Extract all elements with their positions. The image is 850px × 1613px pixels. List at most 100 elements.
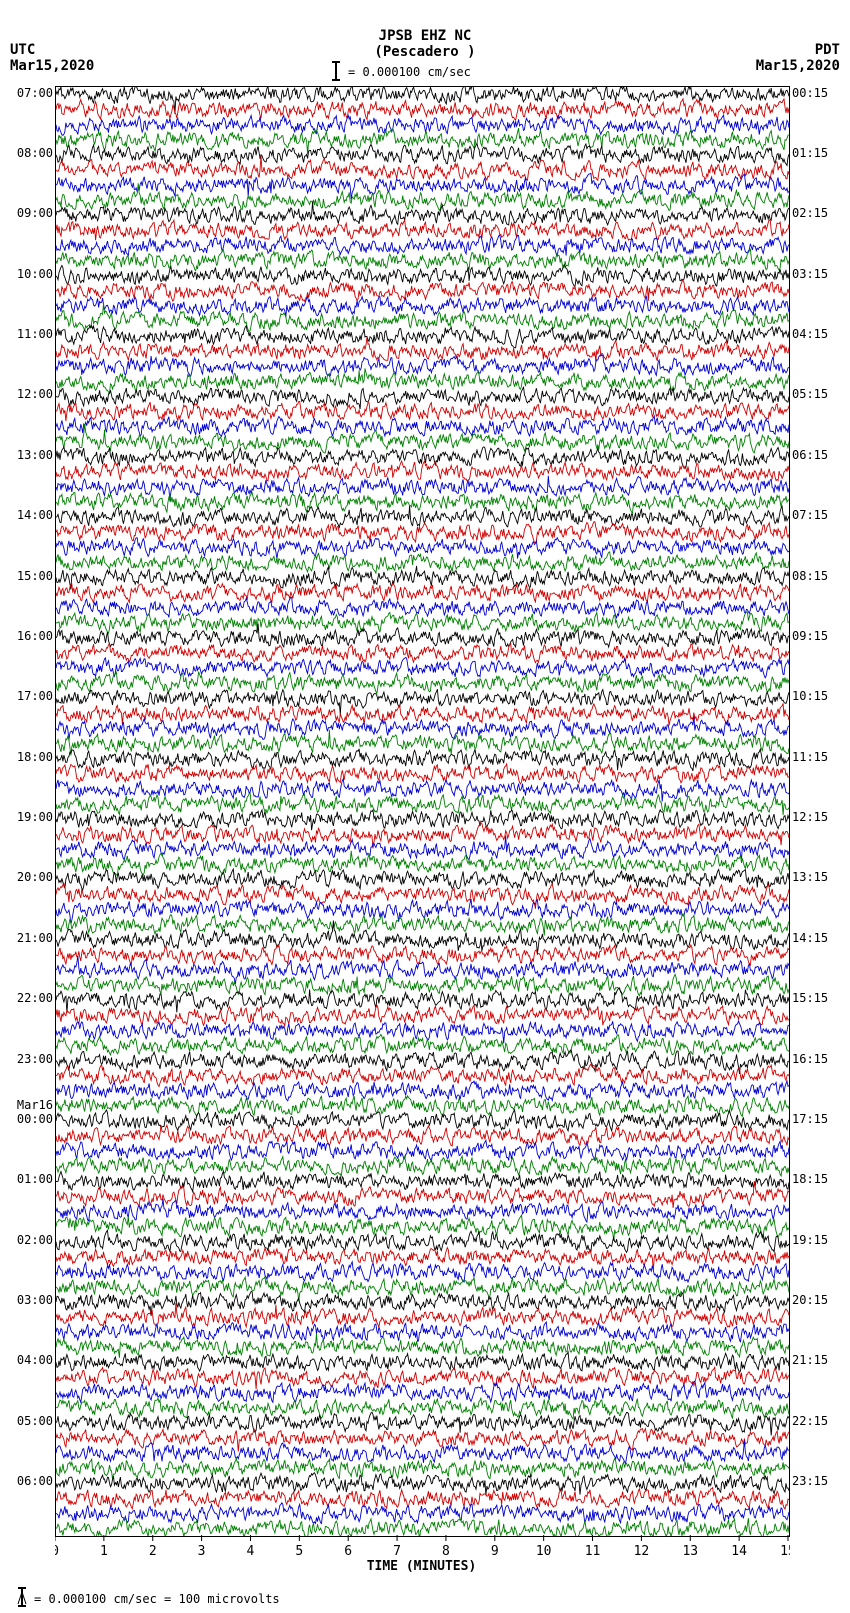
- seismic-trace: [56, 1503, 789, 1524]
- seismic-trace: [56, 836, 789, 860]
- seismic-trace: [56, 416, 789, 437]
- seismic-trace: [56, 144, 789, 166]
- utc-time-label: 20:00: [17, 870, 53, 884]
- utc-time-label: 01:00: [17, 1172, 53, 1186]
- seismic-trace: [56, 583, 789, 603]
- x-tick-label: 5: [295, 1544, 303, 1559]
- seismic-trace: [56, 1034, 789, 1055]
- seismic-trace: [56, 1322, 789, 1342]
- seismic-trace: [56, 749, 789, 771]
- pdt-time-label: 04:15: [792, 327, 828, 341]
- pdt-time-label: 11:15: [792, 750, 828, 764]
- seismic-trace: [56, 220, 789, 241]
- seismic-trace: [56, 1367, 789, 1389]
- seismogram-plot: [55, 86, 790, 1537]
- utc-time-label: 23:00: [17, 1052, 53, 1066]
- utc-time-label: 13:00: [17, 448, 53, 462]
- pdt-time-label: 01:15: [792, 146, 828, 160]
- utc-time-label: 21:00: [17, 931, 53, 945]
- seismic-trace: [56, 657, 789, 677]
- x-tick-label: 15: [780, 1544, 790, 1559]
- seismic-trace: [56, 1081, 789, 1101]
- scale-text: = 0.000100 cm/sec: [348, 65, 471, 79]
- seismic-trace: [56, 1412, 789, 1435]
- x-tick-label: 13: [682, 1544, 698, 1559]
- x-axis: 0123456789101112131415: [55, 1535, 790, 1565]
- utc-time-label: 22:00: [17, 991, 53, 1005]
- pdt-time-label: 08:15: [792, 569, 828, 583]
- seismic-trace: [56, 1230, 789, 1252]
- utc-time-label: 14:00: [17, 508, 53, 522]
- seismic-trace: [56, 1262, 789, 1282]
- seismic-trace: [56, 522, 789, 543]
- seismic-trace: [56, 173, 789, 199]
- seismic-trace: [56, 326, 789, 348]
- utc-time-label: 17:00: [17, 689, 53, 703]
- pdt-time-label: 07:15: [792, 508, 828, 522]
- pdt-time-label: 17:15: [792, 1112, 828, 1126]
- x-tick-label: 10: [536, 1544, 552, 1559]
- station-title-2: (Pescadero ): [0, 44, 850, 60]
- seismic-trace: [56, 1096, 789, 1117]
- utc-label: UTC: [10, 42, 35, 58]
- seismic-trace: [56, 1488, 789, 1509]
- seismic-trace: [56, 597, 789, 618]
- utc-time-label: 15:00: [17, 569, 53, 583]
- seismic-trace: [56, 461, 789, 481]
- pdt-time-label: 03:15: [792, 267, 828, 281]
- pdt-time-label: 02:15: [792, 206, 828, 220]
- pdt-time-label: 22:15: [792, 1414, 828, 1428]
- x-tick-label: 0: [55, 1544, 59, 1559]
- seismic-trace: [56, 368, 789, 393]
- utc-time-label: 12:00: [17, 387, 53, 401]
- utc-time-label: 05:00: [17, 1414, 53, 1428]
- seismic-trace: [56, 297, 789, 318]
- date-change-label: Mar16: [17, 1098, 53, 1112]
- seismic-trace: [56, 988, 789, 1013]
- seismic-trace: [56, 202, 789, 226]
- seismic-trace: [56, 703, 789, 725]
- x-tick-label: 14: [731, 1544, 747, 1559]
- seismic-trace: [56, 1005, 789, 1025]
- x-tick-label: 11: [585, 1544, 601, 1559]
- footer-text: = 0.000100 cm/sec = 100 microvolts: [34, 1592, 280, 1606]
- seismic-trace: [56, 538, 789, 559]
- utc-time-label: 11:00: [17, 327, 53, 341]
- utc-time-label: 19:00: [17, 810, 53, 824]
- pdt-time-label: 23:15: [792, 1474, 828, 1488]
- pdt-time-label: 05:15: [792, 387, 828, 401]
- seismic-trace: [56, 779, 789, 802]
- seismic-trace: [56, 1156, 789, 1176]
- seismic-trace: [56, 851, 789, 876]
- utc-time-label: 09:00: [17, 206, 53, 220]
- seismic-trace: [56, 280, 789, 301]
- x-tick-label: 1: [100, 1544, 108, 1559]
- utc-time-label: 07:00: [17, 86, 53, 100]
- seismic-trace: [56, 974, 789, 995]
- pdt-time-label: 13:15: [792, 870, 828, 884]
- x-tick-label: 8: [442, 1544, 450, 1559]
- footer-scale-icon: [14, 1586, 30, 1608]
- seismic-trace: [56, 1140, 789, 1161]
- pdt-date: Mar15,2020: [756, 58, 840, 74]
- seismic-trace: [56, 1125, 789, 1146]
- x-tick-label: 2: [149, 1544, 157, 1559]
- utc-time-label: 10:00: [17, 267, 53, 281]
- pdt-time-label: 20:15: [792, 1293, 828, 1307]
- x-tick-label: 6: [344, 1544, 352, 1559]
- seismic-trace: [56, 1181, 789, 1208]
- pdt-time-label: 15:15: [792, 991, 828, 1005]
- seismic-trace: [56, 1247, 789, 1271]
- pdt-time-label: 09:15: [792, 629, 828, 643]
- station-title-1: JPSB EHZ NC: [0, 28, 850, 44]
- seismic-trace: [56, 1429, 789, 1452]
- seismic-trace: [56, 552, 789, 573]
- seismic-trace: [56, 1352, 789, 1372]
- pdt-time-label: 16:15: [792, 1052, 828, 1066]
- pdt-time-label: 12:15: [792, 810, 828, 824]
- utc-time-label: 08:00: [17, 146, 53, 160]
- utc-time-label: 00:00: [17, 1112, 53, 1126]
- utc-time-label: 06:00: [17, 1474, 53, 1488]
- seismic-trace: [56, 764, 789, 784]
- utc-time-label: 16:00: [17, 629, 53, 643]
